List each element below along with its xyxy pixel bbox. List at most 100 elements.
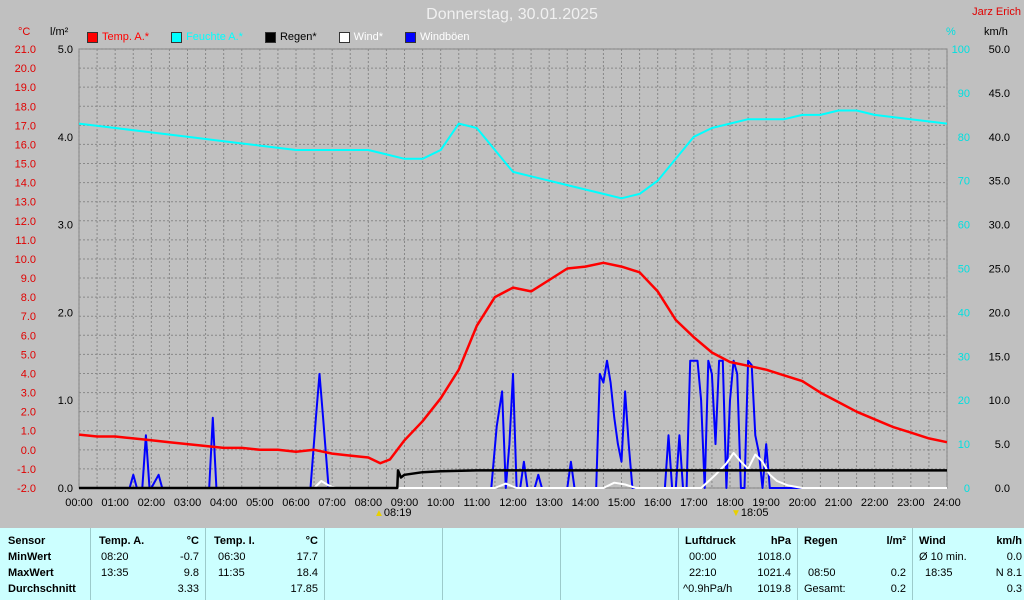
legend-swatch <box>171 31 183 43</box>
x-tick-label: 12:00 <box>499 497 527 509</box>
empty-column-3 <box>561 528 679 600</box>
x-tick-label: 16:00 <box>644 497 672 509</box>
x-tick-label: 02:00 <box>138 497 166 509</box>
temp-a-header: Temp. A. <box>99 535 145 547</box>
chart-area: 21.0 20.0 19.0 18.0 17.0 16.0 15.0 14.0 13.0 12.0… <box>15 6 1021 519</box>
temp-tick-label: 11.0 <box>15 235 36 247</box>
legend-swatch <box>87 31 98 43</box>
temp-i-max-time: 11:35 <box>218 567 245 579</box>
wind-tick-label: 25.0 <box>989 264 1010 276</box>
wind-unit: km/h <box>996 535 1022 547</box>
empty-column-2 <box>443 528 561 600</box>
pressure-column: Luftdruck hPa 00:00 1018.0 22:10 1021.4 … <box>679 528 798 600</box>
legend-label: Windböen <box>420 31 470 43</box>
legend-item: Temp. A.* <box>87 31 149 43</box>
legend-swatch <box>405 31 416 43</box>
x-tick-label: 10:00 <box>427 497 455 509</box>
stats-table: Sensor MinWert MaxWert Durchschnitt Temp… <box>0 528 1024 600</box>
temp-tick-label: 12.0 <box>15 216 36 228</box>
legend-label: Regen* <box>279 31 317 43</box>
x-tick-label: 05:00 <box>246 497 274 509</box>
hum-tick-label: 0 <box>964 483 970 495</box>
x-tick-label: 21:00 <box>825 497 853 509</box>
temp-i-min-value: 17.7 <box>296 551 318 563</box>
hum-tick-label: 60 <box>958 220 970 232</box>
temp-tick-label: 3.0 <box>21 388 36 400</box>
temp-tick-label: 13.0 <box>15 197 36 209</box>
legend-item: Regen* <box>264 31 317 43</box>
temp-tick-label: 19.0 <box>15 82 36 94</box>
rain-column: Regen l/m² 08:50 0.2 Gesamt: 0.2 <box>798 528 913 600</box>
pressure-header: Luftdruck <box>685 535 736 547</box>
series-line-gusts <box>79 359 947 489</box>
x-tick-label: 22:00 <box>861 497 889 509</box>
rain-unit: l/m² <box>886 535 906 547</box>
hum-tick-label: 20 <box>958 395 970 407</box>
pressure-trend: ^0.9hPa/h <box>683 583 733 595</box>
sunrise-marker: ▲08:19 <box>374 507 411 519</box>
temp-tick-label: 15.0 <box>15 159 36 171</box>
x-tick-label: 08:00 <box>355 497 383 509</box>
legend-item: Feuchte A.* <box>171 31 243 43</box>
temp-a-column: Temp. A. °C 08:20 -0.7 13:35 9.8 3.33 <box>91 528 206 600</box>
temp-tick-label: 9.0 <box>21 273 36 285</box>
rain-tick-label: 4.0 <box>58 132 73 144</box>
x-tick-label: 13:00 <box>535 497 563 509</box>
rain-tick-label: 1.0 <box>58 395 73 407</box>
rain-max-value: 0.2 <box>890 567 906 579</box>
hum-tick-label: 100 <box>952 44 970 56</box>
wind-tick-label: 40.0 <box>989 132 1010 144</box>
hum-unit-label: % <box>946 26 956 38</box>
temp-a-min-value: -0.7 <box>180 551 199 563</box>
temp-i-min-time: 06:30 <box>218 551 246 563</box>
wind-column: Wind km/h Ø 10 min. 0.0 18:35 N 8.1 0.3 <box>913 528 1024 600</box>
wind-tick-label: 50.0 <box>989 44 1010 56</box>
legend-item: Wind* <box>338 31 383 43</box>
wind-tick-label: 35.0 <box>989 176 1010 188</box>
temp-i-column: Temp. I. °C 06:30 17.7 11:35 18.4 17.85 <box>206 528 325 600</box>
rain-total-label: Gesamt: <box>804 583 846 595</box>
wind-avg-value: 0.3 <box>1006 583 1022 595</box>
x-tick-label: 23:00 <box>897 497 925 509</box>
wind-header: Wind <box>919 535 946 547</box>
hum-tick-label: 90 <box>958 88 970 100</box>
rain-tick-label: 5.0 <box>58 44 73 56</box>
rain-total-value: 0.2 <box>890 583 906 595</box>
temp-i-header: Temp. I. <box>214 535 255 547</box>
row-max-label: MaxWert <box>8 567 54 579</box>
series-line-rain <box>79 469 947 490</box>
x-tick-label: 01:00 <box>101 497 129 509</box>
temp-a-unit: °C <box>186 535 199 547</box>
pressure-max-value: 1021.4 <box>757 567 791 579</box>
rain-max-time: 08:50 <box>808 567 836 579</box>
wind-avg10-value: 0.0 <box>1006 551 1022 563</box>
wind-tick-label: 20.0 <box>989 307 1010 319</box>
wind-max-value: N 8.1 <box>995 567 1022 579</box>
legend-swatch <box>264 31 276 43</box>
x-tick-label: 03:00 <box>174 497 202 509</box>
hum-tick-label: 70 <box>958 176 970 188</box>
hum-tick-label: 50 <box>958 264 970 276</box>
wind-tick-label: 10.0 <box>989 395 1010 407</box>
rain-tick-label: 0.0 <box>58 483 73 495</box>
temp-tick-label: 7.0 <box>21 311 36 323</box>
pressure-avg-value: 1019.8 <box>757 583 791 595</box>
x-tick-label: 09:00 <box>391 497 419 509</box>
legend-item: Windböen <box>405 31 470 43</box>
temp-a-max-time: 13:35 <box>101 567 129 579</box>
rain-tick-label: 3.0 <box>58 220 73 232</box>
sunset-marker: ▼18:05 <box>731 507 768 519</box>
sensor-header: Sensor <box>8 535 46 547</box>
x-tick-label: 15:00 <box>608 497 636 509</box>
rain-unit-label: l/m² <box>50 26 69 38</box>
temp-tick-label: 20.0 <box>15 63 36 75</box>
sunrise-time: 08:19 <box>383 507 412 519</box>
x-tick-label: 11:00 <box>463 497 490 509</box>
temp-tick-label: 10.0 <box>15 254 36 266</box>
pressure-max-time: 22:10 <box>689 567 717 579</box>
wind-tick-label: 30.0 <box>989 220 1010 232</box>
sunset-time: 18:05 <box>740 507 769 519</box>
x-tick-label: 00:00 <box>65 497 93 509</box>
series-line-humidity <box>78 109 948 200</box>
rain-tick-label: 2.0 <box>58 307 73 319</box>
